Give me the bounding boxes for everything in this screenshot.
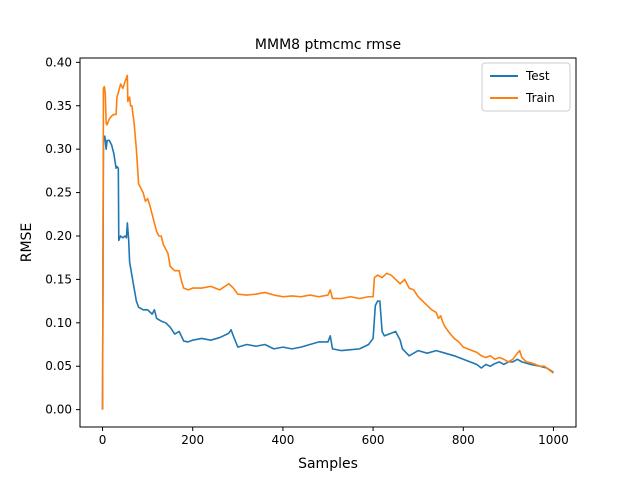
x-tick-label: 600	[362, 433, 385, 447]
y-tick-label: 0.20	[45, 229, 72, 243]
x-tick-label: 800	[452, 433, 475, 447]
y-tick-label: 0.30	[45, 142, 72, 156]
x-axis: 0 200 400 600 800 1000	[99, 427, 569, 447]
y-tick-label: 0.10	[45, 316, 72, 330]
plot-area	[101, 74, 554, 410]
x-tick-label: 1000	[538, 433, 569, 447]
x-tick-label: 200	[181, 433, 204, 447]
x-tick-label: 400	[271, 433, 294, 447]
series-line-test	[101, 135, 554, 410]
chart-title: MMM8 ptmcmc rmse	[255, 37, 401, 53]
series-line-train	[101, 74, 554, 410]
y-tick-label: 0.25	[45, 186, 72, 200]
y-tick-label: 0.00	[45, 403, 72, 417]
y-axis: 0.00 0.05 0.10 0.15 0.20 0.25 0.30 0.35 0.40	[45, 55, 80, 417]
y-tick-label: 0.35	[45, 99, 72, 113]
legend-label-test: Test	[525, 69, 550, 83]
x-tick-label: 0	[99, 433, 107, 447]
y-axis-label: RMSE	[19, 223, 35, 263]
x-axis-label: Samples	[298, 456, 358, 472]
y-tick-label: 0.40	[45, 55, 72, 69]
axes-frame	[79, 57, 577, 428]
y-tick-label: 0.15	[45, 272, 72, 286]
y-tick-label: 0.05	[45, 359, 72, 373]
legend-label-train: Train	[525, 91, 555, 105]
legend: Test Train	[481, 62, 571, 112]
